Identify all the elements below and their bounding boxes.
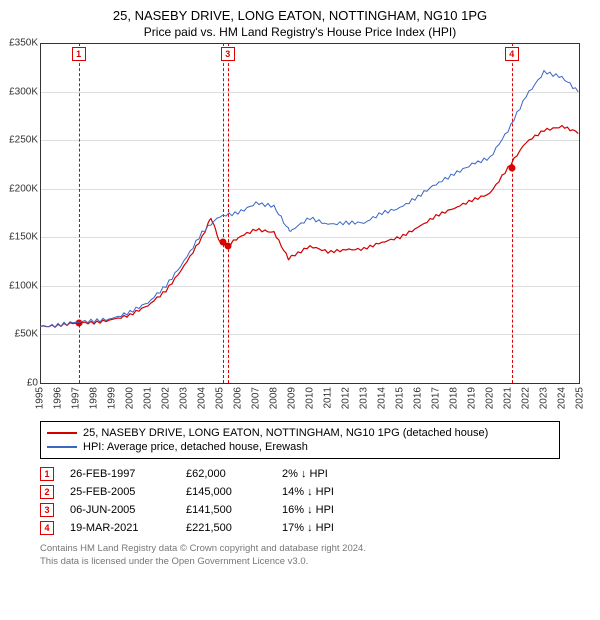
plot-region: £0£50K£100K£150K£200K£250K£300K£350K1995… xyxy=(40,43,580,383)
legend: 25, NASEBY DRIVE, LONG EATON, NOTTINGHAM… xyxy=(40,421,560,459)
x-axis-label: 2016 xyxy=(413,387,424,409)
x-axis-label: 1997 xyxy=(71,387,82,409)
x-axis-label: 2017 xyxy=(431,387,442,409)
x-axis-label: 2013 xyxy=(359,387,370,409)
footer: Contains HM Land Registry data © Crown c… xyxy=(40,543,560,569)
x-axis-label: 1995 xyxy=(35,387,46,409)
x-axis-label: 2011 xyxy=(323,387,334,409)
x-axis-label: 2018 xyxy=(449,387,460,409)
sales-table: 1 26-FEB-1997 £62,000 2% ↓ HPI 2 25-FEB-2005 £… xyxy=(40,465,560,537)
x-axis-label: 2007 xyxy=(251,387,262,409)
y-axis-label: £150K xyxy=(0,232,38,243)
table-row: 3 06-JUN-2005 £141,500 16% ↓ HPI xyxy=(40,501,560,519)
y-axis-label: £100K xyxy=(0,280,38,291)
chart-lines xyxy=(40,43,580,383)
y-axis-label: £250K xyxy=(0,135,38,146)
row-price: £221,500 xyxy=(186,522,266,534)
row-pct: 16% ↓ HPI xyxy=(282,504,372,516)
x-axis-label: 2000 xyxy=(125,387,136,409)
table-row: 1 26-FEB-1997 £62,000 2% ↓ HPI xyxy=(40,465,560,483)
x-axis-label: 1998 xyxy=(89,387,100,409)
x-axis-label: 2012 xyxy=(341,387,352,409)
x-axis-label: 2025 xyxy=(575,387,586,409)
legend-item: 25, NASEBY DRIVE, LONG EATON, NOTTINGHAM… xyxy=(47,426,553,440)
row-marker: 4 xyxy=(40,521,54,535)
y-axis-label: £350K xyxy=(0,38,38,49)
legend-swatch xyxy=(47,446,77,448)
row-price: £145,000 xyxy=(186,486,266,498)
row-price: £62,000 xyxy=(186,468,266,480)
row-pct: 17% ↓ HPI xyxy=(282,522,372,534)
row-price: £141,500 xyxy=(186,504,266,516)
row-date: 06-JUN-2005 xyxy=(70,504,170,516)
series-line xyxy=(40,126,578,328)
x-axis-label: 2023 xyxy=(539,387,550,409)
x-axis-label: 2008 xyxy=(269,387,280,409)
title-block: 25, NASEBY DRIVE, LONG EATON, NOTTINGHAM… xyxy=(0,0,600,43)
x-axis-label: 2024 xyxy=(557,387,568,409)
x-axis-label: 2002 xyxy=(161,387,172,409)
chart-container: 25, NASEBY DRIVE, LONG EATON, NOTTINGHAM… xyxy=(0,0,600,569)
legend-swatch xyxy=(47,432,77,434)
x-axis-label: 2010 xyxy=(305,387,316,409)
x-axis-label: 1996 xyxy=(53,387,64,409)
row-date: 25-FEB-2005 xyxy=(70,486,170,498)
x-axis-label: 2004 xyxy=(197,387,208,409)
row-date: 26-FEB-1997 xyxy=(70,468,170,480)
table-row: 2 25-FEB-2005 £145,000 14% ↓ HPI xyxy=(40,483,560,501)
row-pct: 2% ↓ HPI xyxy=(282,468,372,480)
row-date: 19-MAR-2021 xyxy=(70,522,170,534)
chart-title: 25, NASEBY DRIVE, LONG EATON, NOTTINGHAM… xyxy=(10,8,590,23)
gridline xyxy=(40,383,580,384)
series-line xyxy=(40,71,578,328)
y-axis-label: £300K xyxy=(0,86,38,97)
chart-area: £0£50K£100K£150K£200K£250K£300K£350K1995… xyxy=(40,43,600,413)
x-axis-label: 2014 xyxy=(377,387,388,409)
x-axis-label: 2022 xyxy=(521,387,532,409)
x-axis-label: 2006 xyxy=(233,387,244,409)
y-axis-label: £0 xyxy=(0,378,38,389)
legend-label: 25, NASEBY DRIVE, LONG EATON, NOTTINGHAM… xyxy=(83,427,488,439)
legend-label: HPI: Average price, detached house, Erew… xyxy=(83,441,308,453)
legend-item: HPI: Average price, detached house, Erew… xyxy=(47,440,553,454)
x-axis-label: 2015 xyxy=(395,387,406,409)
x-axis-label: 2001 xyxy=(143,387,154,409)
x-axis-label: 2009 xyxy=(287,387,298,409)
table-row: 4 19-MAR-2021 £221,500 17% ↓ HPI xyxy=(40,519,560,537)
x-axis-label: 1999 xyxy=(107,387,118,409)
y-axis-label: £50K xyxy=(0,329,38,340)
x-axis-label: 2019 xyxy=(467,387,478,409)
x-axis-label: 2003 xyxy=(179,387,190,409)
row-pct: 14% ↓ HPI xyxy=(282,486,372,498)
x-axis-label: 2020 xyxy=(485,387,496,409)
y-axis-label: £200K xyxy=(0,183,38,194)
x-axis-label: 2021 xyxy=(503,387,514,409)
chart-subtitle: Price paid vs. HM Land Registry's House … xyxy=(10,25,590,39)
row-marker: 2 xyxy=(40,485,54,499)
footer-line: Contains HM Land Registry data © Crown c… xyxy=(40,543,560,556)
footer-line: This data is licensed under the Open Gov… xyxy=(40,556,560,569)
row-marker: 3 xyxy=(40,503,54,517)
row-marker: 1 xyxy=(40,467,54,481)
x-axis-label: 2005 xyxy=(215,387,226,409)
